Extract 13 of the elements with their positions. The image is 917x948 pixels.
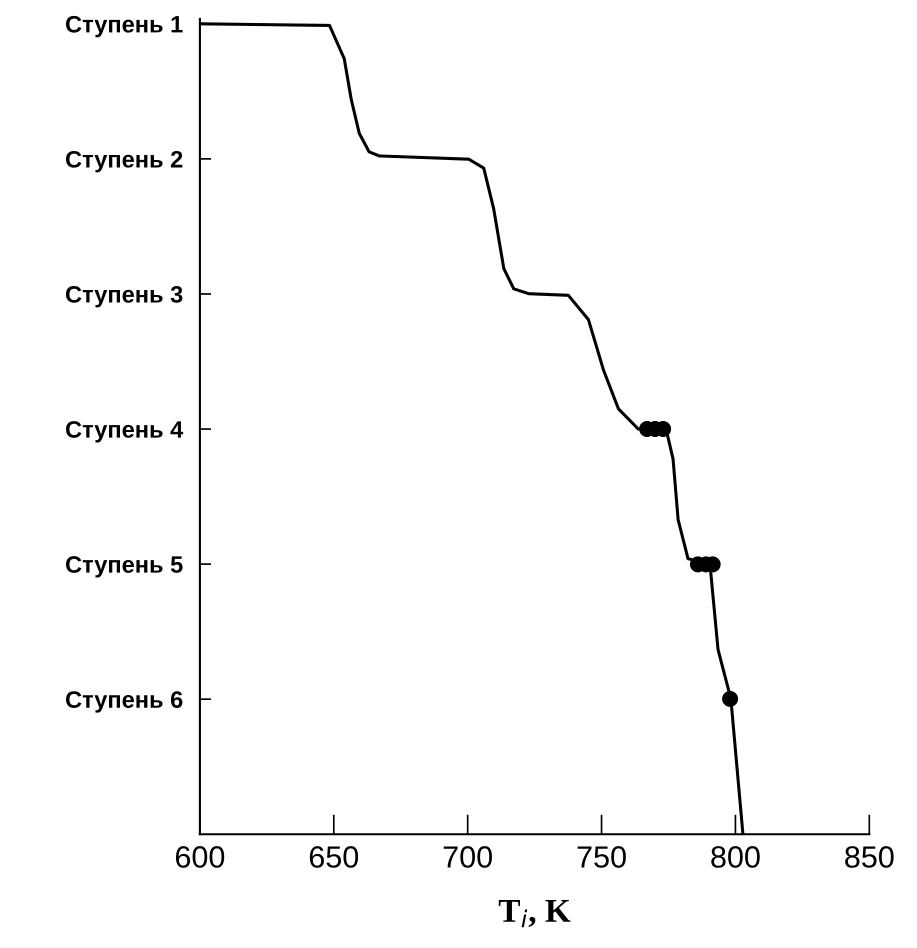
text: Ступень 5 xyxy=(66,556,183,578)
x-tick-label: 650 xyxy=(310,846,358,868)
text: Ступень 6 xyxy=(66,691,182,713)
x-tick-label: 600 xyxy=(176,846,224,868)
text: Ступень 2 xyxy=(66,150,182,172)
text: Ступень 1 xyxy=(66,16,183,38)
x-tick-label: 800 xyxy=(711,846,760,868)
x-tick-label: 850 xyxy=(845,846,894,868)
text: Ступень 4 xyxy=(66,421,184,442)
text: Ступень 3 xyxy=(66,286,182,308)
x-tick-label: 700 xyxy=(444,846,492,868)
x-axis-title: T$_{i}$, K xyxy=(498,900,571,928)
x-tick-label: 750 xyxy=(578,846,626,868)
